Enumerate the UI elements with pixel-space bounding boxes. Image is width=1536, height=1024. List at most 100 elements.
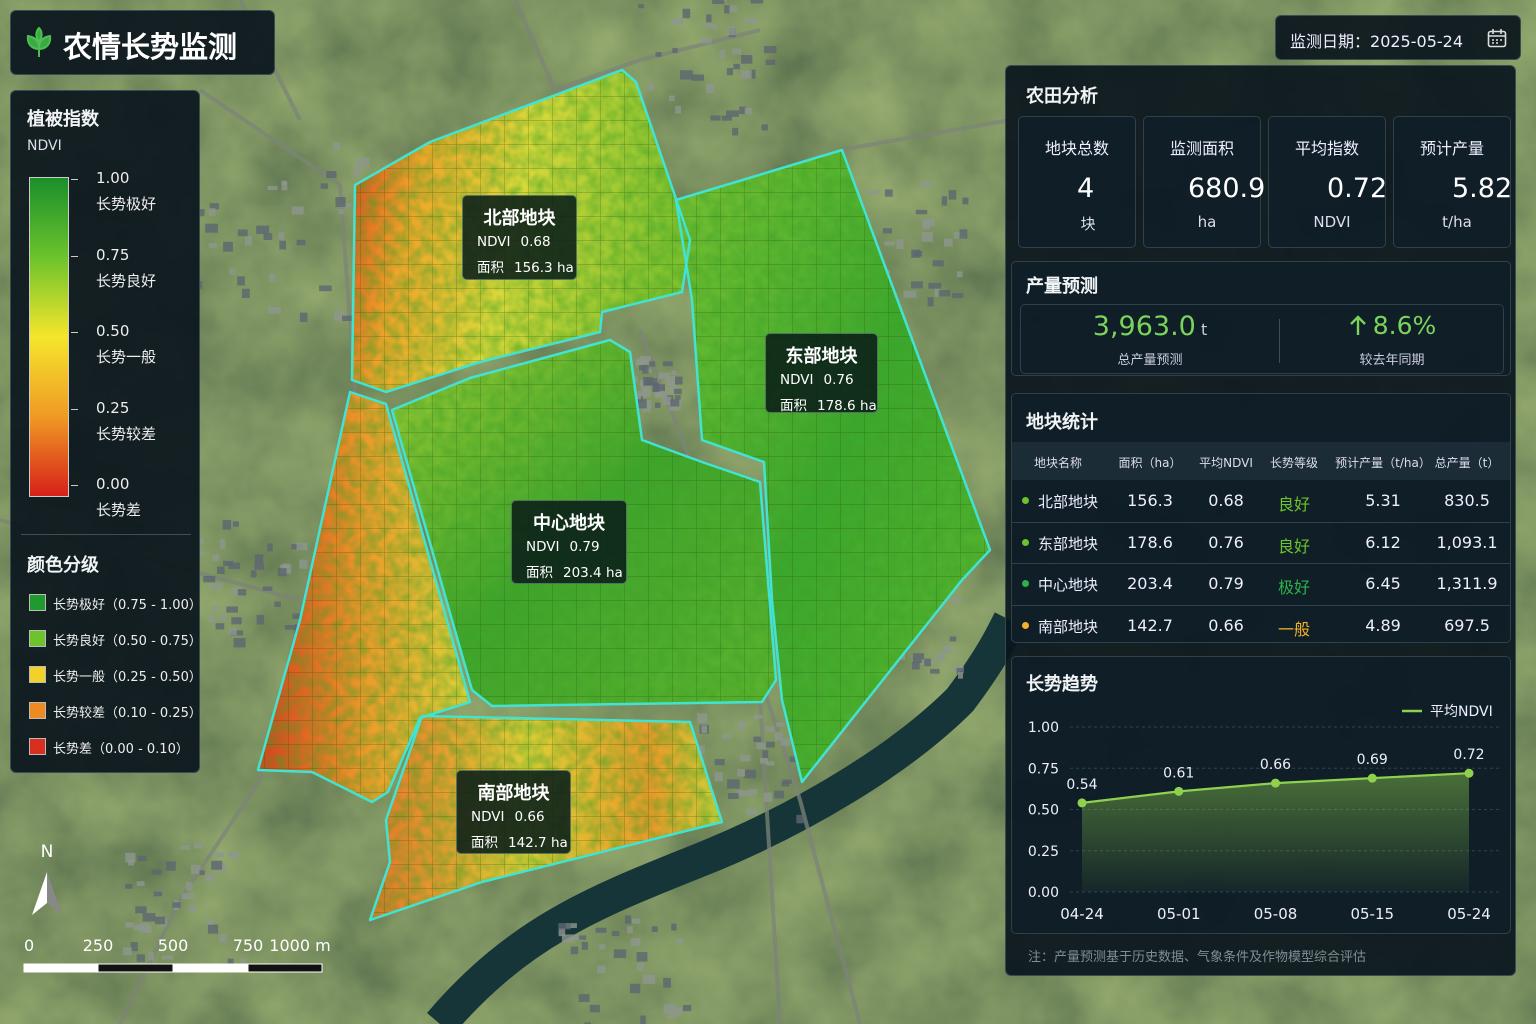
field-label: 东部地块 NDVI 0.76 面积 178.6 ha	[765, 333, 878, 414]
house	[579, 935, 587, 940]
house	[896, 239, 904, 249]
y-tick-label: 0.50	[1028, 803, 1059, 819]
classes-title: 颜色分级	[27, 555, 99, 576]
table-cell: 0.79	[1208, 574, 1244, 593]
field-area: 面积 178.6 ha	[780, 394, 877, 414]
house	[136, 954, 145, 962]
house	[737, 769, 746, 777]
house	[922, 219, 931, 230]
house	[212, 554, 220, 562]
class-label: 长势一般（0.25 - 0.50）	[53, 670, 202, 685]
field-label: 南部地块 NDVI 0.66 面积 142.7 ha	[456, 770, 571, 854]
scale-segment	[23, 963, 99, 973]
house	[701, 725, 708, 733]
legend-stop-value: 0.75	[96, 245, 130, 264]
y-tick-label: 1.00	[1028, 720, 1059, 736]
house	[699, 38, 712, 44]
house	[942, 645, 952, 654]
house	[748, 789, 758, 796]
field-ndvi: NDVI 0.66	[471, 809, 545, 825]
row-divider	[1012, 563, 1510, 564]
area	[1082, 773, 1469, 892]
card-value: 0.72	[1327, 173, 1388, 204]
house	[738, 721, 746, 731]
field-area-label: 面积	[526, 565, 553, 581]
house	[644, 400, 652, 405]
house	[227, 851, 240, 859]
house	[254, 563, 265, 570]
house	[154, 916, 166, 925]
field-name: 北部地块	[483, 208, 556, 229]
house	[130, 942, 138, 952]
class-label: 长势良好（0.50 - 0.75）	[53, 634, 202, 649]
yield-growth-value: 8.6%	[1372, 311, 1437, 340]
house	[674, 376, 683, 385]
y-tick-label: 0.75	[1028, 761, 1059, 777]
house	[763, 792, 773, 802]
house	[274, 601, 281, 607]
house	[744, 107, 752, 115]
field-area: 面积 142.7 ha	[471, 831, 568, 851]
scale-label: 750	[233, 936, 264, 955]
house	[640, 1015, 646, 1024]
house	[705, 23, 718, 29]
house	[613, 949, 627, 959]
title-box: 农情长势监测	[10, 10, 275, 75]
yield-section: 产量预测 3,963.0 t 总产量预测 8.6% 较去年同期	[1011, 261, 1511, 376]
field-area-label: 面积	[780, 398, 807, 414]
up-arrow	[1349, 315, 1366, 335]
house	[652, 382, 660, 392]
house	[766, 761, 775, 766]
house	[727, 793, 739, 799]
house	[211, 860, 223, 870]
table-cell: 0.76	[1208, 532, 1244, 552]
house	[319, 285, 332, 292]
house	[638, 4, 645, 9]
house	[237, 589, 247, 596]
field-ndvi: NDVI 0.76	[780, 372, 854, 388]
house	[263, 233, 273, 240]
table-cell: 北部地块	[1038, 493, 1099, 511]
house	[199, 870, 205, 876]
house	[654, 389, 668, 398]
yield-total-unit: t	[1200, 320, 1208, 339]
scale-label: 0	[24, 936, 34, 955]
house	[133, 924, 144, 931]
field-ndvi: NDVI 0.79	[526, 539, 600, 555]
house	[662, 361, 673, 367]
house	[228, 562, 241, 570]
house	[268, 306, 282, 314]
house	[726, 68, 734, 76]
field-area: 面积 203.4 ha	[526, 561, 623, 581]
house	[223, 241, 233, 252]
house	[561, 934, 575, 943]
house	[631, 918, 641, 924]
north-label: N	[41, 842, 54, 862]
column-header: 地块名称	[1034, 456, 1083, 470]
house	[342, 315, 355, 322]
house	[927, 297, 934, 307]
house	[333, 142, 340, 150]
house	[638, 365, 646, 371]
stats-title: 地块统计	[1026, 412, 1098, 433]
tick	[71, 408, 78, 410]
house	[658, 372, 671, 380]
house	[928, 282, 942, 289]
house	[267, 185, 278, 191]
field-ndvi-value: 0.79	[569, 539, 600, 555]
house	[254, 554, 264, 565]
house	[721, 115, 732, 121]
stat-card: 预计产量 5.82 t/ha	[1393, 116, 1512, 248]
table-cell: 良好	[1277, 495, 1310, 514]
date-box[interactable]: 监测日期：2025-05-24	[1275, 15, 1521, 60]
house	[911, 249, 921, 258]
house	[219, 933, 227, 943]
column-header: 预计产量（t/ha）	[1335, 456, 1431, 470]
house	[122, 947, 132, 956]
house	[682, 8, 691, 19]
legend-stop-label: 长势一般	[96, 348, 157, 366]
house	[125, 884, 133, 889]
house	[926, 218, 935, 227]
house	[292, 613, 302, 619]
house	[624, 915, 632, 924]
